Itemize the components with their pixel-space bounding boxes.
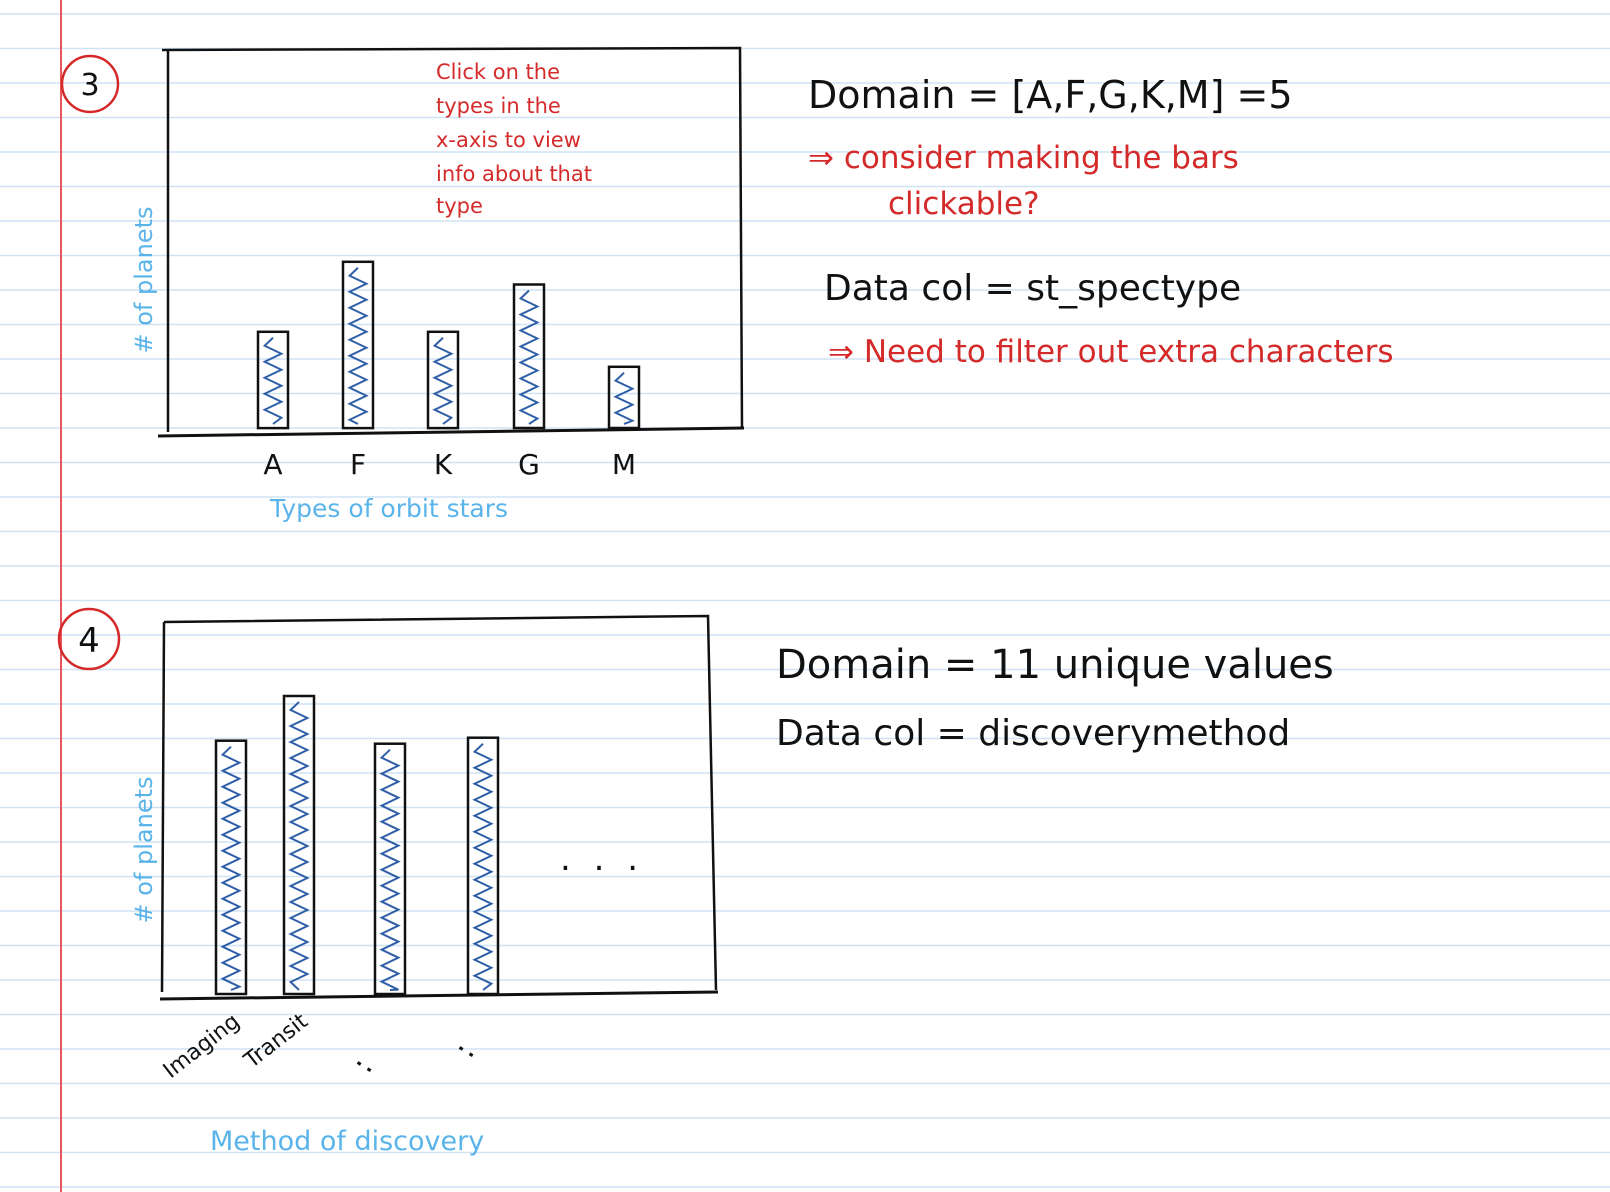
ruled-lines — [0, 13, 1610, 1188]
tick-label[interactable]: Transit — [239, 1009, 313, 1074]
bar-fill-scribble — [613, 372, 635, 425]
bar[interactable] — [466, 736, 500, 996]
sketch-4-x-axis — [159, 990, 719, 1001]
sketch-3-annotation-line: types in the — [436, 94, 561, 118]
sketch-3-y-axis-label: # of planets — [130, 207, 158, 354]
bar-fill-scribble — [518, 289, 540, 425]
tick-label[interactable]: G — [518, 448, 540, 481]
sketch-3-number-circle — [60, 54, 120, 114]
sketch-3-data-col: Data col = st_spectype — [824, 268, 1241, 309]
sketch-4-data-col: Data col = discoverymethod — [776, 713, 1290, 754]
tick-label[interactable]: K — [434, 448, 453, 481]
bar[interactable] — [607, 365, 641, 430]
sketch-4-more-categories: : — [447, 1037, 482, 1064]
tick-label[interactable]: A — [263, 448, 282, 481]
tick-label[interactable]: M — [612, 448, 636, 481]
bar[interactable] — [256, 330, 290, 430]
sketch-3-domain: Domain = [A,F,G,K,M] =5 — [808, 73, 1293, 117]
sketch-4-y-axis-label: # of planets — [130, 777, 158, 924]
sketch-3-annotation: Click on the types in the x-axis to view… — [436, 60, 592, 218]
bar[interactable] — [426, 330, 460, 430]
sketch-3-chart-frame — [161, 46, 744, 432]
sketch-4-bars[interactable] — [214, 694, 500, 996]
sketch-4-ellipsis: . . . — [560, 839, 644, 879]
sketch-3-note-1: ⇒ consider making the bars — [808, 140, 1239, 176]
tick-label[interactable]: Imaging — [159, 1009, 245, 1084]
sketch-3-number: 3 — [80, 68, 99, 103]
sketch-3-note-2: ⇒ Need to filter out extra characters — [828, 334, 1393, 370]
sketch-4-more-categories: : — [345, 1052, 380, 1079]
bar[interactable] — [512, 283, 546, 430]
sketch-4-number: 4 — [78, 621, 100, 661]
bar[interactable] — [214, 739, 248, 996]
bar-fill-scribble — [347, 267, 369, 425]
bar-fill-scribble — [262, 337, 284, 425]
sketch-3-annotation-line: info about that — [436, 162, 592, 186]
sketch-4-chart-frame — [160, 614, 718, 993]
bar-fill-scribble — [379, 748, 401, 991]
bar[interactable] — [373, 742, 407, 996]
sketch-3-x-axis — [157, 426, 745, 438]
bar-fill-scribble — [472, 742, 494, 991]
sketch-3-annotation-line: x-axis to view — [436, 128, 581, 152]
bar[interactable] — [282, 694, 316, 996]
sketch-3-annotation-line: Click on the — [436, 60, 560, 84]
bar-fill-scribble — [288, 701, 310, 991]
sketch-4-domain: Domain = 11 unique values — [776, 642, 1334, 688]
sketch-3-x-axis-label: Types of orbit stars — [269, 494, 508, 523]
sketch-3-bars[interactable] — [256, 260, 641, 430]
sketch-3-note-1: clickable? — [888, 186, 1040, 222]
bar[interactable] — [341, 260, 375, 430]
sketch-4-number-circle — [57, 607, 121, 671]
sketch-4-x-axis-label: Method of discovery — [210, 1126, 484, 1157]
bar-fill-scribble — [432, 337, 454, 425]
tick-label[interactable]: F — [350, 448, 366, 481]
sketch-3-annotation-line: type — [436, 194, 483, 218]
sketch-3: 3 Click on the types in the x-axis to vi… — [60, 46, 1393, 523]
bar-fill-scribble — [220, 745, 242, 991]
